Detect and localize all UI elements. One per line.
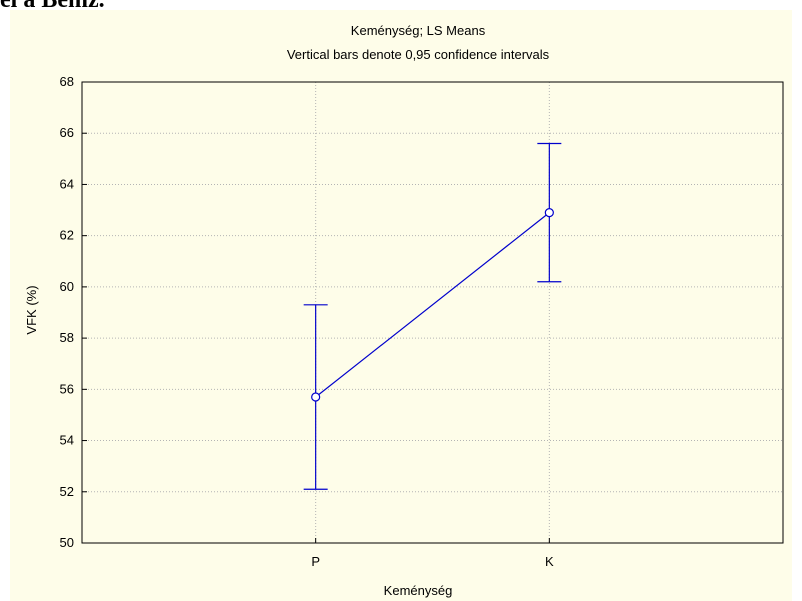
y-tick-label: 62 <box>60 228 74 243</box>
y-axis-ticks: 50 52 54 56 58 60 62 64 66 68 <box>60 74 87 550</box>
y-tick-label: 58 <box>60 330 74 345</box>
chart-subtitle: Vertical bars denote 0,95 confidence int… <box>287 47 550 62</box>
y-tick-label: 68 <box>60 74 74 89</box>
page-header-fragment: el a Bemz. <box>0 0 105 13</box>
data-point-marker <box>544 208 554 218</box>
y-tick-label: 52 <box>60 484 74 499</box>
y-tick-label: 56 <box>60 381 74 396</box>
x-tick-label: K <box>545 554 554 569</box>
y-tick-label: 60 <box>60 279 74 294</box>
y-tick-label: 66 <box>60 125 74 140</box>
error-bars <box>303 142 562 490</box>
y-tick-label: 50 <box>60 535 74 550</box>
x-tick-label: P <box>311 554 320 569</box>
x-axis-label: Keménység <box>384 583 453 598</box>
y-axis-label: VFK (%) <box>24 285 39 334</box>
data-point-marker <box>311 392 321 402</box>
plot-area-frame <box>81 81 784 544</box>
chart-panel: Keménység; LS Means Vertical bars denote… <box>10 10 792 601</box>
y-tick-label: 64 <box>60 176 74 191</box>
y-tick-label: 54 <box>60 433 74 448</box>
chart-title: Keménység; LS Means <box>351 23 486 38</box>
series-polyline <box>315 212 550 398</box>
chart-canvas: Keménység; LS Means Vertical bars denote… <box>24 23 784 598</box>
series-line <box>311 208 554 402</box>
grid-lines <box>82 82 783 543</box>
